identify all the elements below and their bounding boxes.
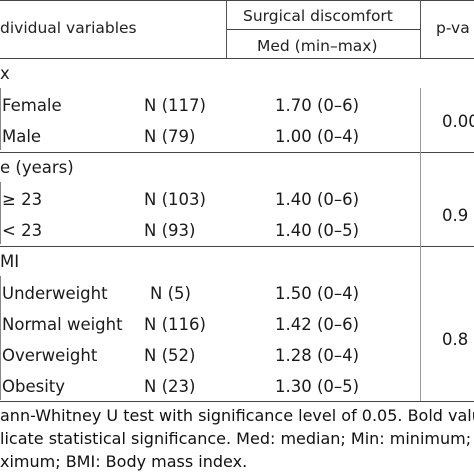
section-divider [0, 246, 474, 247]
header-bottom-rule [0, 58, 474, 59]
row-median: 1.70 (0–6) [275, 96, 360, 115]
row-label: < 23 [2, 221, 43, 240]
row-n: N (23) [144, 377, 196, 396]
column-header-variables: dividual variables [0, 19, 137, 37]
row-n: N (52) [144, 346, 196, 365]
section-p-value: 0.00 [442, 112, 474, 131]
row-median: 1.40 (0–5) [275, 221, 360, 240]
column-header-median-range: Med (min–max) [257, 37, 378, 55]
row-divider-age [0, 182, 1, 244]
row-median: 1.28 (0–4) [275, 346, 360, 365]
row-n: N (117) [144, 96, 206, 115]
footnote-line: licate statistical significance. Med: me… [0, 429, 474, 448]
section-p-value: 0.8 [442, 330, 469, 349]
row-median: 1.40 (0–6) [275, 190, 360, 209]
row-median: 1.50 (0–4) [275, 284, 360, 303]
footnote-line: ann-Whitney U test with significance lev… [0, 406, 474, 425]
section-title-bmi: MI [0, 252, 20, 271]
row-label: Obesity [2, 377, 66, 396]
row-label: Female [2, 96, 62, 115]
header-divider-right [420, 0, 421, 58]
section-title-sex: x [0, 64, 10, 83]
row-divider-bmi [0, 276, 1, 400]
row-median: 1.00 (0–4) [275, 127, 360, 146]
section-title-age: e (years) [0, 158, 74, 177]
header-divider-left [226, 0, 227, 58]
section-p-value: 0.9 [442, 206, 469, 225]
column-header-p-value: p-va [436, 19, 470, 37]
row-n: N (5) [150, 284, 191, 303]
group-underline [226, 29, 420, 30]
row-n: N (93) [144, 221, 196, 240]
row-n: N (103) [144, 190, 206, 209]
row-label: Underweight [2, 284, 108, 303]
footnote-line: ximum; BMI: Body mass index. [0, 452, 248, 471]
row-median: 1.42 (0–6) [275, 315, 360, 334]
row-n: N (116) [144, 315, 206, 334]
row-divider-sex [0, 88, 1, 150]
column-header-surgical-discomfort: Surgical discomfort [243, 7, 393, 25]
row-median: 1.30 (0–5) [275, 377, 360, 396]
row-label: Male [2, 127, 42, 146]
table-bottom-rule [0, 401, 474, 402]
row-label: ≥ 23 [2, 190, 43, 209]
row-label: Overweight [2, 346, 98, 365]
table-top-rule [0, 0, 474, 1]
p-value-divider [420, 88, 421, 401]
row-n: N (79) [144, 127, 196, 146]
section-divider [0, 152, 474, 153]
row-label: Normal weight [2, 315, 123, 334]
